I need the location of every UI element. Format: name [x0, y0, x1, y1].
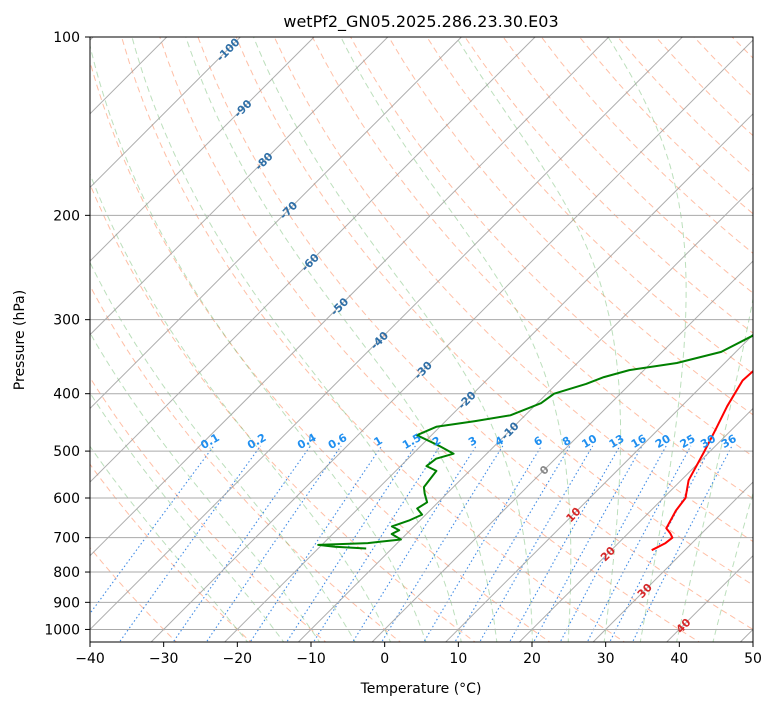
- isotherm-line: [371, 260, 753, 642]
- isotherm-line: [90, 37, 536, 483]
- y-tick-label: 100: [53, 30, 80, 46]
- x-tick-label: −20: [223, 651, 253, 667]
- isotherm-line: [444, 334, 753, 642]
- profile-series: [317, 333, 753, 552]
- x-tick-label: −30: [149, 651, 179, 667]
- x-axis-label: Temperature (°C): [360, 681, 482, 697]
- mixing-ratio-line: [286, 445, 416, 642]
- mixing-ratio-line: [205, 445, 342, 642]
- dry-adiabat: [426, 37, 753, 375]
- x-tick-label: 0: [380, 651, 389, 667]
- mixing-ratio-line: [352, 445, 477, 642]
- dewpoint-profile: [317, 333, 753, 550]
- isotherm-line: [90, 37, 684, 631]
- y-tick-label: 700: [53, 531, 80, 547]
- plot-frame: [89, 36, 754, 643]
- x-tick-label: −40: [75, 651, 105, 667]
- dry-adiabat: [350, 37, 753, 458]
- isotherm-line: [150, 39, 753, 642]
- dry-adiabat: [464, 37, 753, 334]
- y-tick-label: 200: [53, 208, 80, 224]
- mixing-ratio-line: [559, 445, 667, 642]
- isotherm-line: [90, 37, 463, 410]
- isotherm-line: [592, 481, 753, 642]
- x-tick-label: 50: [744, 651, 762, 667]
- y-tick-label: 400: [53, 387, 80, 403]
- mixing-ratio-line: [249, 445, 383, 642]
- background-lines: [90, 37, 753, 642]
- x-tick-label: 20: [523, 651, 541, 667]
- y-tick-label: 300: [53, 313, 80, 329]
- y-tick-label: 600: [53, 491, 80, 507]
- y-tick-label: 900: [53, 595, 80, 611]
- temperature-profile: [651, 369, 753, 552]
- chart-title: wetPf2_GN05.2025.286.23.30.E03: [283, 12, 558, 32]
- dry-adiabat: [235, 37, 753, 586]
- mixing-ratio-line: [312, 445, 441, 642]
- x-tick-label: 40: [670, 651, 688, 667]
- mixing-ratio-line: [586, 445, 692, 642]
- y-tick-label: 800: [53, 565, 80, 581]
- dry-adiabat: [273, 37, 753, 543]
- mixing-ratio-line: [172, 445, 311, 642]
- y-tick-label: 1000: [44, 622, 80, 638]
- x-tick-label: 10: [449, 651, 467, 667]
- isotherm-line: [518, 407, 753, 642]
- moist-adiabat: [90, 261, 356, 642]
- axes: −40 −30 −20 −10 0 10 20 30 40 50 100 200 300 400 500 60…: [44, 30, 762, 667]
- dry-adiabat: [388, 37, 753, 416]
- x-tick-label: −10: [296, 651, 326, 667]
- isotherm-line: [223, 113, 753, 642]
- isotherm-line: [90, 37, 389, 336]
- mixing-ratio-line: [380, 445, 504, 642]
- isotherm-line: [90, 37, 315, 262]
- dry-adiabat: [502, 37, 753, 294]
- dry-adiabat: [311, 37, 753, 500]
- mixing-ratio-line: [454, 445, 571, 642]
- isotherm-line: [90, 37, 242, 189]
- y-tick-label: 500: [53, 444, 80, 460]
- y-axis-label: Pressure (hPa): [12, 290, 28, 390]
- isotherm-line: [90, 37, 610, 557]
- isotherm-line: [297, 186, 753, 642]
- x-tick-label: 30: [597, 651, 615, 667]
